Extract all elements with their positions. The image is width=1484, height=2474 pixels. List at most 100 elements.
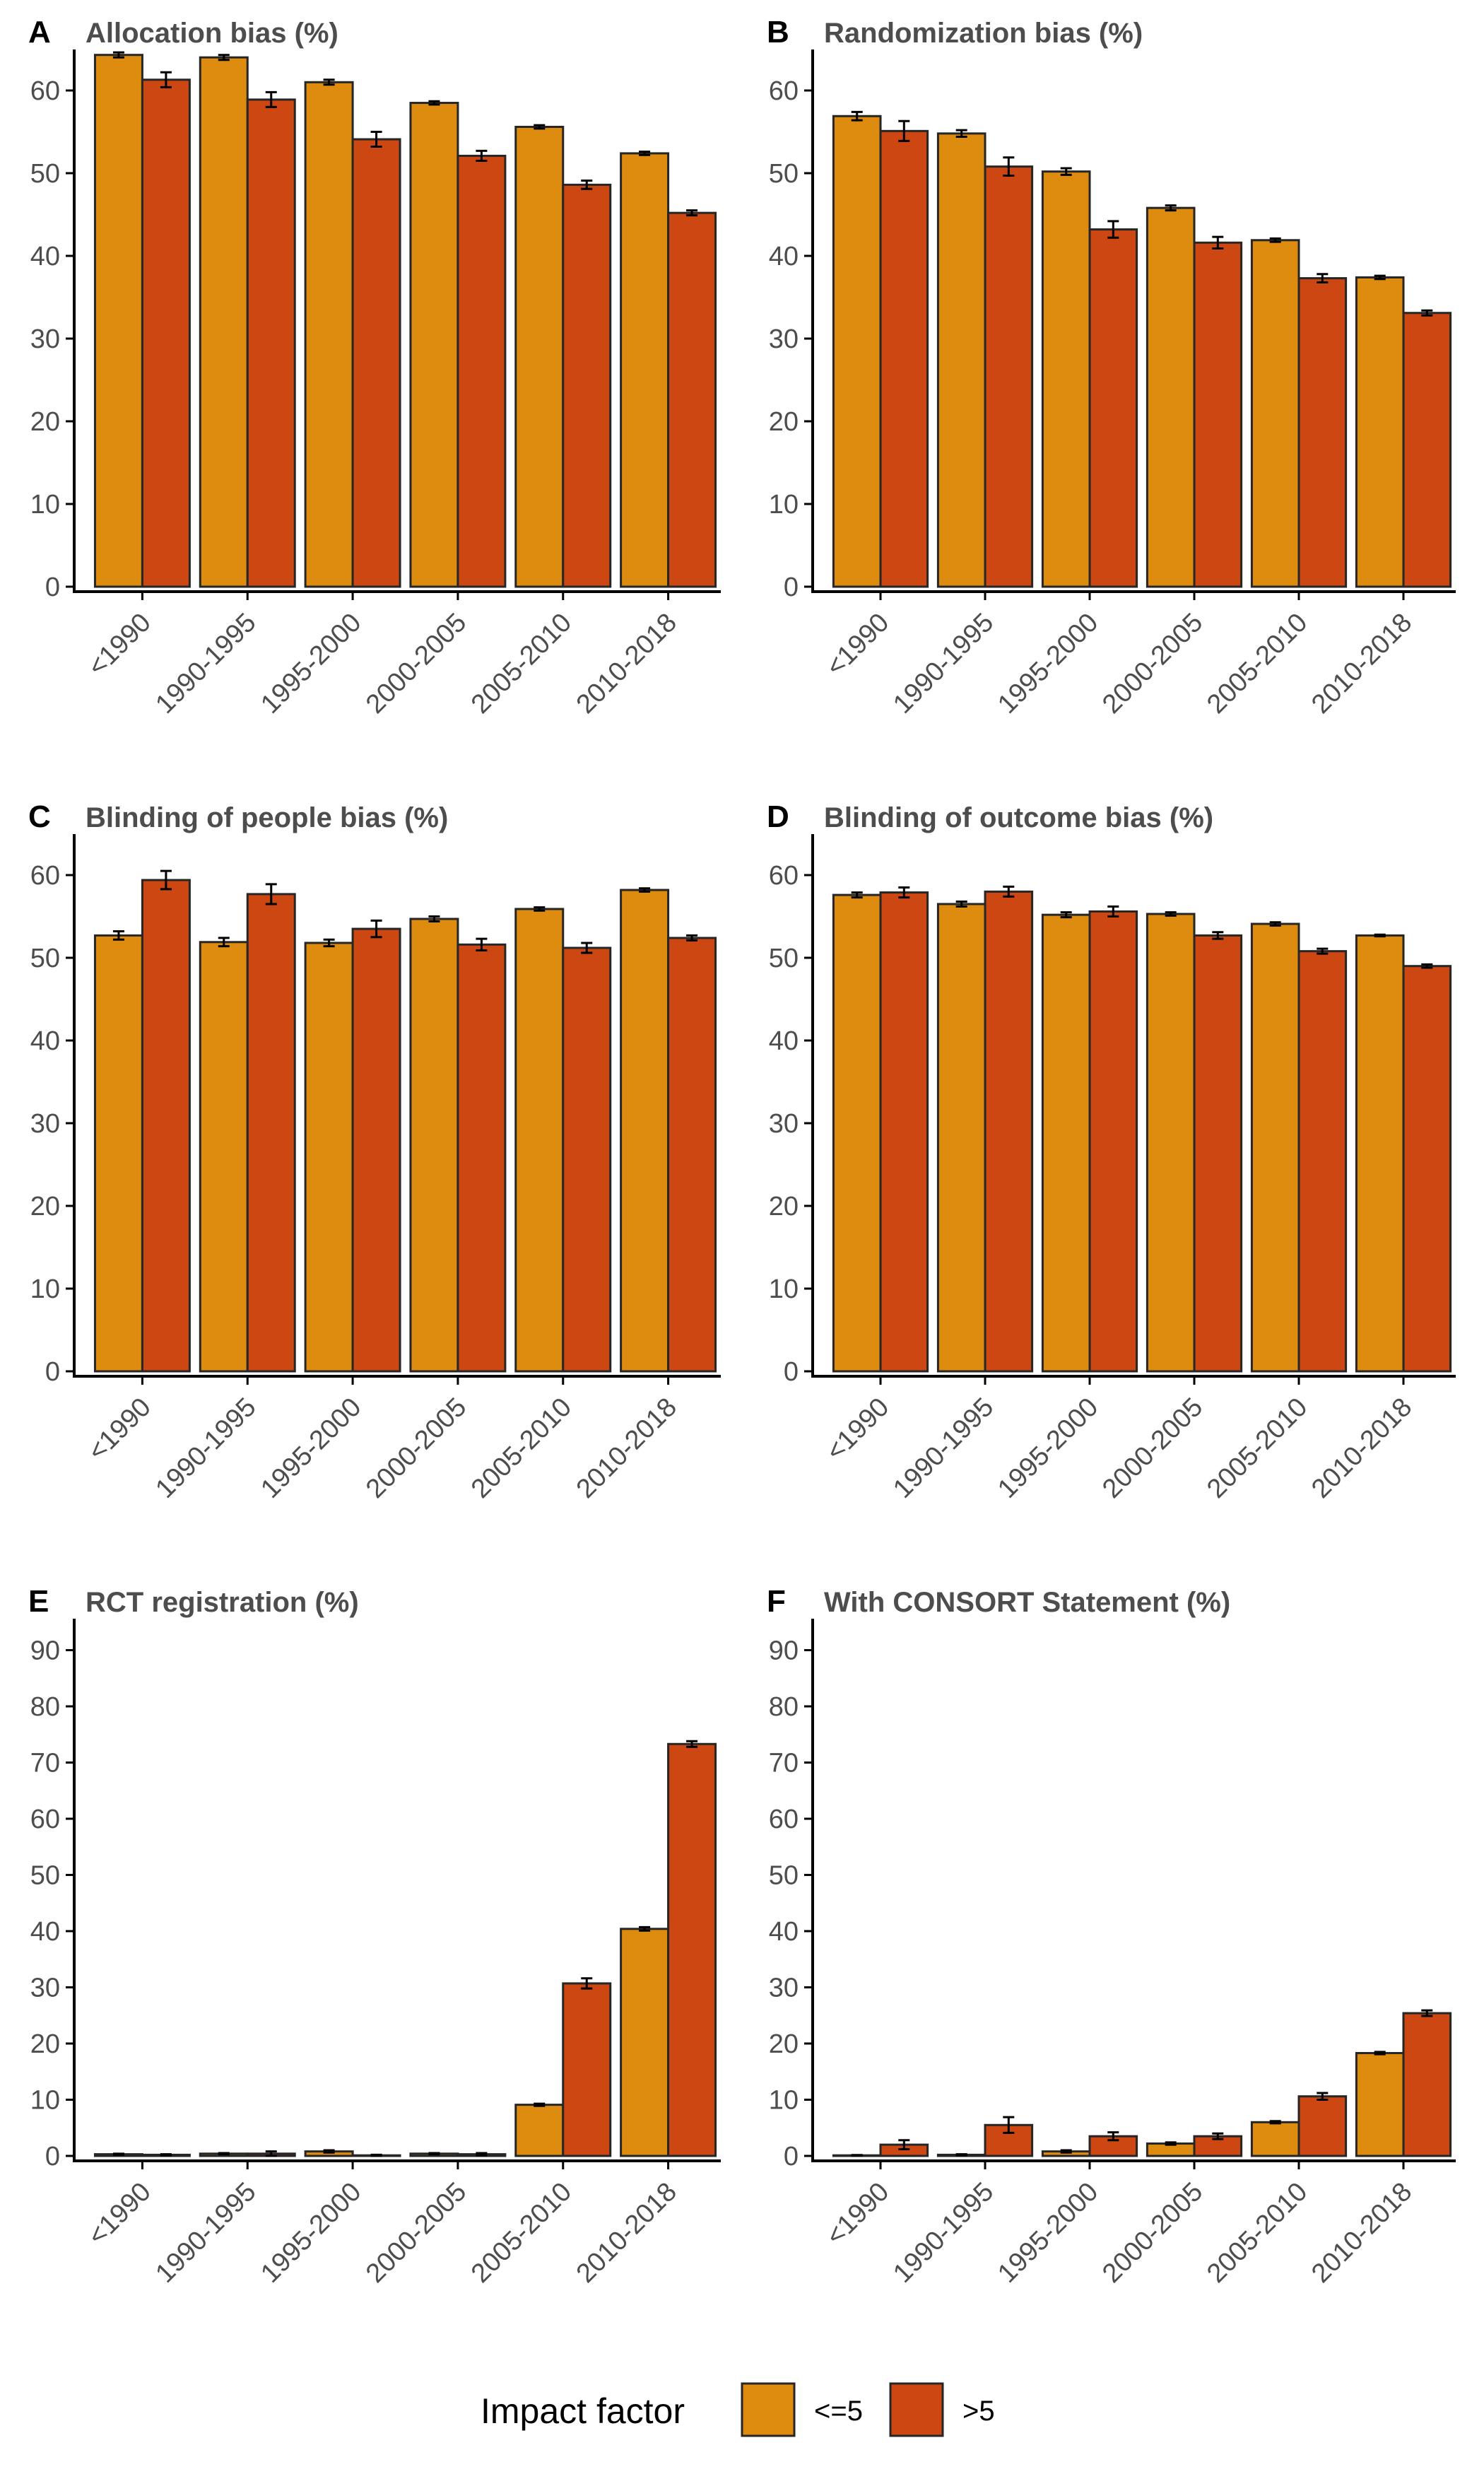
y-tick-label: 40: [769, 242, 799, 271]
bar-le5-3: [1146, 206, 1196, 588]
y-tick-label: 10: [30, 490, 60, 520]
x-tick-label: <1990: [820, 2177, 895, 2251]
bar-le5-5: [620, 1928, 670, 2157]
y-tick-label: 0: [45, 573, 60, 602]
bar-le5-5: [1355, 2052, 1405, 2157]
bar-le5-4: [514, 2104, 565, 2157]
panel-letter: D: [767, 799, 789, 834]
panel-title: Randomization bias (%): [824, 18, 1143, 49]
x-tick-label: <1990: [83, 1393, 157, 1467]
x-tick-label: 1990-1995: [150, 1393, 261, 1504]
panel-letter: E: [28, 1584, 49, 1619]
bar-gt5-1: [984, 165, 1034, 588]
bar-le5-1: [936, 903, 987, 1373]
y-tick-label: 0: [45, 2142, 60, 2171]
y-tick-label: 50: [30, 159, 60, 189]
panel-c: C Blinding of people bias (%) 0 10 20 30 40 50 6…: [28, 799, 721, 1504]
bar-le5-2: [304, 942, 354, 1373]
x-tick-label: 2010-2018: [571, 1393, 683, 1504]
y-tick-label: 0: [784, 2142, 799, 2171]
x-tick-label: <1990: [820, 608, 895, 682]
y-tick-label: 80: [30, 1692, 60, 1722]
bar-gt5-1: [984, 890, 1034, 1373]
y-tick-label: 60: [30, 861, 60, 891]
y-tick-label: 50: [30, 1861, 60, 1891]
bar-le5-1: [936, 132, 987, 588]
bar-gt5-2: [1088, 910, 1138, 1373]
bar-gt5-0: [141, 879, 191, 1373]
bar-gt5-4: [562, 1982, 612, 2157]
bar-le5-0: [93, 934, 143, 1373]
bar-le5-1: [199, 56, 249, 588]
x-tick-label: 1995-2000: [992, 2177, 1104, 2289]
bar-gt5-0: [141, 78, 191, 588]
bar-le5-4: [1250, 239, 1300, 588]
panel-title: Allocation bias (%): [86, 18, 338, 49]
y-tick-label: 0: [784, 1357, 799, 1387]
x-tick-label: 2000-2005: [1097, 1393, 1208, 1504]
y-tick-label: 20: [769, 1192, 799, 1221]
x-tick-label: 1995-2000: [255, 608, 367, 720]
bar-le5-1: [199, 941, 249, 1373]
y-tick-label: 30: [30, 1109, 60, 1139]
bar-le5-4: [514, 125, 565, 588]
bar-gt5-5: [667, 211, 717, 588]
bar-gt5-2: [351, 927, 401, 1373]
x-tick-label: 2005-2010: [466, 2177, 577, 2289]
y-tick-label: 10: [30, 1274, 60, 1304]
x-tick-label: 2010-2018: [571, 608, 683, 720]
x-tick-label: 2005-2010: [1201, 1393, 1313, 1504]
legend-title: Impact factor: [481, 2391, 685, 2431]
x-tick-label: 2010-2018: [571, 2177, 683, 2289]
bar-le5-3: [1146, 913, 1196, 1373]
y-tick-label: 30: [769, 1974, 799, 2003]
y-tick-label: 90: [769, 1636, 799, 1666]
x-tick-label: 1990-1995: [888, 1393, 999, 1504]
bar-gt5-4: [562, 183, 612, 588]
bar-gt5-5: [1402, 965, 1452, 1373]
x-tick-label: 1990-1995: [150, 2177, 261, 2289]
x-tick-label: <1990: [83, 2177, 157, 2251]
x-tick-label: 1995-2000: [255, 2177, 367, 2289]
y-tick-label: 20: [30, 407, 60, 437]
y-tick-label: 0: [45, 1357, 60, 1387]
y-tick-label: 30: [30, 1974, 60, 2003]
y-tick-label: 50: [769, 944, 799, 973]
bar-gt5-3: [457, 943, 507, 1373]
panel-e: E RCT registration (%) 0 10 20 30 40 50 60 70 80 90…: [28, 1584, 721, 2289]
panel-title: With CONSORT Statement (%): [824, 1587, 1230, 1618]
y-tick-label: 50: [769, 1861, 799, 1891]
panel-d: D Blinding of outcome bias (%) 0 10 20 30 40 50…: [767, 799, 1456, 1504]
bar-le5-0: [832, 893, 882, 1373]
y-tick-label: 30: [769, 324, 799, 354]
panel-letter: F: [767, 1584, 786, 1619]
panel-letter: B: [767, 15, 789, 49]
bar-le5-4: [1250, 922, 1300, 1373]
bar-gt5-4: [1297, 2095, 1348, 2157]
x-tick-label: 1990-1995: [150, 608, 261, 720]
y-tick-label: 0: [784, 573, 799, 602]
y-tick-label: 50: [769, 159, 799, 189]
x-tick-label: 1990-1995: [888, 2177, 999, 2289]
panel-a: A Allocation bias (%)0102030405060<199019…: [28, 15, 721, 720]
bar-le5-5: [1355, 934, 1405, 1373]
y-tick-label: 30: [769, 1109, 799, 1139]
y-tick-label: 70: [769, 1749, 799, 1778]
x-tick-label: 1995-2000: [255, 1393, 367, 1504]
bar-gt5-5: [667, 1742, 717, 2157]
x-tick-label: <1990: [820, 1393, 895, 1467]
bar-gt5-5: [1402, 312, 1452, 588]
x-tick-label: 2000-2005: [360, 608, 472, 720]
y-tick-label: 50: [30, 944, 60, 973]
panel-letter: A: [28, 15, 51, 49]
bar-gt5-5: [667, 937, 717, 1373]
x-tick-label: 2010-2018: [1306, 608, 1418, 720]
y-tick-label: 40: [30, 1026, 60, 1056]
bar-gt5-1: [246, 98, 296, 588]
bar-gt5-4: [1297, 277, 1348, 588]
x-tick-label: 2000-2005: [360, 2177, 472, 2289]
x-tick-label: 2000-2005: [360, 1393, 472, 1504]
x-tick-label: 2010-2018: [1306, 2177, 1418, 2289]
bar-gt5-5: [1402, 2012, 1452, 2157]
